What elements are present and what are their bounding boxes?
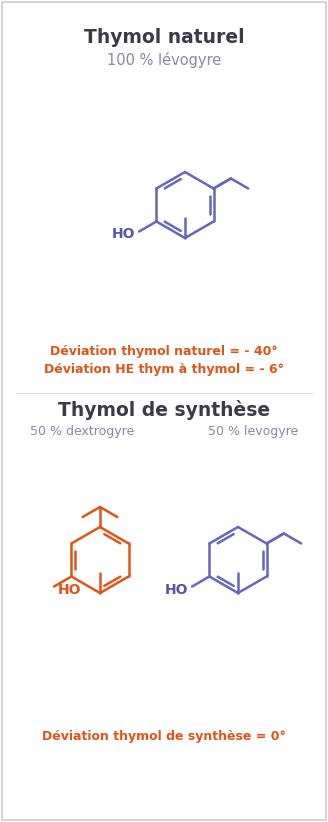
Text: HO: HO	[112, 227, 135, 241]
Text: HO: HO	[58, 584, 82, 598]
Text: Déviation thymol naturel = - 40°: Déviation thymol naturel = - 40°	[50, 345, 278, 358]
Text: Déviation HE thym à thymol = - 6°: Déviation HE thym à thymol = - 6°	[44, 363, 284, 376]
Text: Thymol naturel: Thymol naturel	[84, 28, 244, 47]
Text: 100 % lévogyre: 100 % lévogyre	[107, 52, 221, 68]
Text: HO: HO	[165, 584, 188, 598]
Text: 50 % levogyre: 50 % levogyre	[208, 425, 298, 438]
Text: 50 % dextrogyre: 50 % dextrogyre	[30, 425, 134, 438]
Text: Déviation thymol de synthèse = 0°: Déviation thymol de synthèse = 0°	[42, 730, 286, 743]
Text: Thymol de synthèse: Thymol de synthèse	[58, 400, 270, 420]
